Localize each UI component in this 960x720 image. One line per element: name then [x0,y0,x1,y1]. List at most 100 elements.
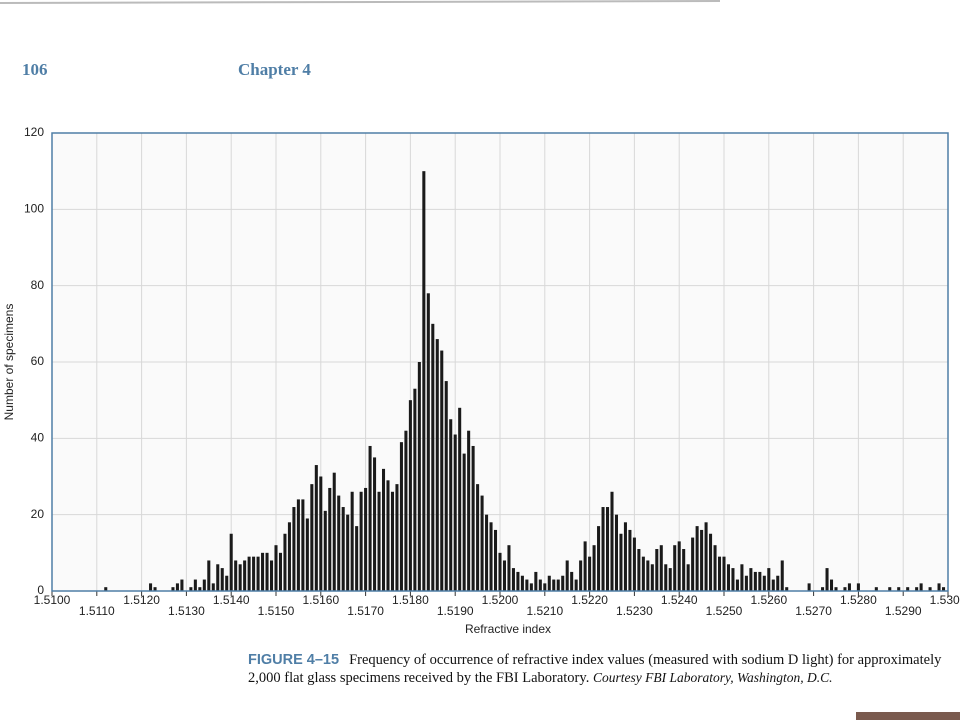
x-tick-label: 1.5240 [661,593,698,607]
y-tick-label: 20 [31,507,45,521]
bar [189,587,193,591]
bar [529,583,533,591]
bar [435,339,439,591]
bar [543,583,547,591]
bar [722,556,726,591]
bar [229,533,233,591]
bar [198,587,202,591]
bar [493,529,498,591]
bar [597,526,601,591]
bar [843,587,847,591]
bar [579,560,583,591]
bar [906,587,910,591]
bar [731,568,735,591]
x-tick-label: 1.5210 [526,604,563,618]
y-tick-label: 60 [31,354,45,368]
bar [211,583,215,591]
bar [695,526,699,591]
bar [700,529,704,591]
x-tick-label: 1.5190 [437,604,474,618]
page-number: 106 [22,60,48,79]
x-tick-label: 1.5170 [347,604,384,618]
bar [332,472,336,591]
bar [341,507,345,591]
bar [458,407,462,591]
bar [323,510,327,591]
bar [691,537,695,591]
bar [713,545,717,591]
bar [399,442,403,591]
caption-label: FIGURE 4–15 [248,652,340,668]
bar [856,583,860,591]
x-tick-label: 1.5150 [258,604,295,618]
y-tick-label: 0 [37,583,44,597]
y-tick-label: 120 [24,125,44,139]
x-tick-label: 1.5250 [706,604,743,618]
bar [319,476,323,591]
bar [547,575,551,591]
caption-text: Frequency of occurrence of refractive in… [248,652,942,686]
bar [717,556,722,591]
bar [637,549,641,591]
bar [928,587,932,591]
bar [265,552,269,591]
bar [511,568,515,591]
bar [305,518,309,591]
bar [767,568,771,591]
x-tick-label: 1.5220 [571,593,608,607]
bar [659,545,663,591]
bar [623,522,627,591]
bar [610,491,614,591]
bar [834,587,838,591]
bar [583,541,587,591]
y-tick-label: 100 [24,202,44,216]
bar [292,507,296,591]
bar [368,445,372,591]
bar [570,571,574,591]
bar [709,533,713,591]
chart: Refractive index Number of specimens 0 20… [0,0,960,636]
bar [650,564,654,591]
x-tick-label: 1.5110 [79,604,115,618]
bar [193,579,197,591]
bar [888,587,892,591]
bar [776,575,780,591]
bar [247,556,251,591]
bar [153,587,157,591]
bar [261,552,265,591]
bar [821,587,825,591]
bar [525,579,529,591]
bar [287,522,291,591]
bar [337,495,341,591]
bar [807,583,811,591]
bar [655,549,659,591]
bar [283,533,287,591]
bar [225,575,229,591]
bar [552,579,556,591]
x-tick-label: 1.5300 [930,593,960,607]
bar [556,579,560,591]
bar [668,568,672,591]
bar [749,568,753,591]
bar [516,571,520,591]
bar [498,552,502,591]
bar [202,579,206,591]
bar [574,579,578,591]
x-tick-label: 1.5280 [840,593,877,607]
bar [673,545,677,591]
y-axis-label: Number of specimens [2,304,16,421]
bar [104,587,108,591]
bar [467,430,471,591]
bar [373,457,377,591]
bar [677,541,681,591]
x-tick-label: 1.5230 [616,604,653,618]
bar [614,514,619,591]
bar [381,468,386,591]
bar [256,556,260,591]
bar [825,568,829,591]
x-tick-label: 1.5130 [168,604,205,618]
bar [646,560,650,591]
x-tick-label: 1.5100 [34,593,71,607]
bar [328,487,332,591]
